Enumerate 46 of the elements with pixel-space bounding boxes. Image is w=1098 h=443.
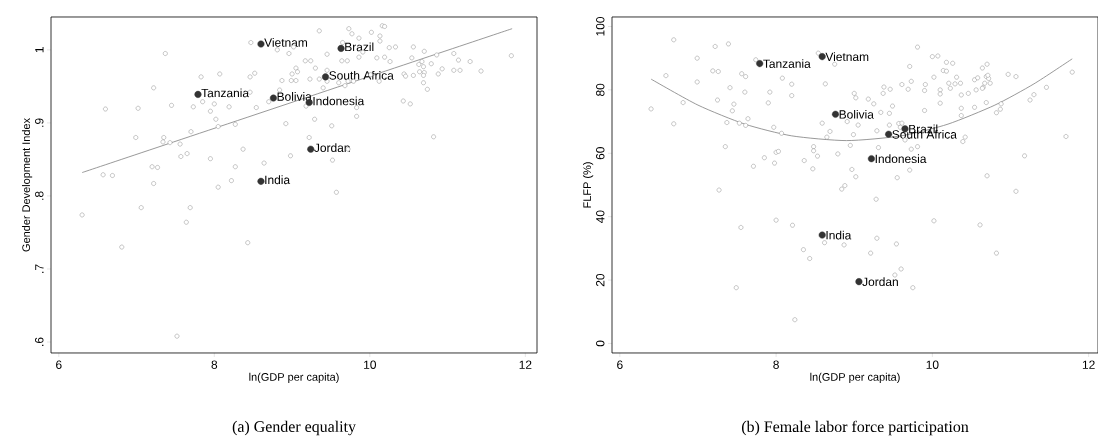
annotation: India bbox=[826, 230, 852, 240]
y-tick-label: 100 bbox=[596, 16, 605, 36]
annotation: Bolivia bbox=[277, 92, 312, 101]
y-tick-label: 0 bbox=[596, 340, 605, 347]
y-tick-label: .8 bbox=[35, 191, 44, 200]
y-axis-title: Gender Development Index bbox=[21, 118, 33, 252]
y-tick-label: 1 bbox=[35, 47, 44, 53]
point bbox=[257, 177, 265, 185]
y-tick-label: .6 bbox=[35, 337, 44, 346]
y-tick-label: 60 bbox=[596, 147, 605, 160]
annotation: South Africa bbox=[329, 70, 394, 80]
annotation: Vietnam bbox=[825, 52, 869, 61]
point bbox=[322, 73, 329, 81]
x-axis-title: ln(GDP per capita) bbox=[810, 372, 900, 384]
annotation: Tanzania bbox=[201, 88, 250, 98]
text: (b) Female labor force participation bbox=[741, 420, 969, 436]
y-axis-title: FLFP (%) bbox=[582, 162, 594, 208]
x-tick-label: 6 bbox=[56, 360, 62, 369]
x-tick-label: 10 bbox=[364, 360, 377, 369]
x-axis-title: ln(GDP per capita) bbox=[249, 372, 339, 384]
y-tick-label: 40 bbox=[596, 210, 605, 224]
point bbox=[831, 110, 839, 118]
annotation: Indonesia bbox=[313, 96, 365, 106]
annotation: Brazil bbox=[345, 42, 374, 52]
y-tick-label: 80 bbox=[596, 83, 605, 97]
point bbox=[867, 155, 875, 163]
x-tick-label: 12 bbox=[1082, 360, 1095, 369]
text: (a) Gender equality bbox=[232, 420, 356, 436]
x-tick-label: 10 bbox=[926, 360, 939, 369]
x-tick-label: 12 bbox=[519, 360, 532, 369]
annotation: Jordan bbox=[862, 277, 898, 287]
point bbox=[337, 44, 345, 52]
x-tick-label: 6 bbox=[617, 360, 623, 369]
annotation: India bbox=[265, 175, 291, 185]
y-tick-label: .7 bbox=[35, 264, 44, 273]
x-tick-label: 8 bbox=[211, 360, 218, 369]
annotation: Bolivia bbox=[839, 109, 874, 119]
annotation: Indonesia bbox=[875, 154, 927, 164]
annotation: Jordan bbox=[314, 143, 350, 152]
x-tick-label: 8 bbox=[773, 360, 779, 369]
annotation: Vietnam bbox=[264, 38, 308, 47]
point bbox=[269, 94, 277, 102]
y-tick-label: 20 bbox=[596, 273, 605, 287]
y-tick-label: .9 bbox=[35, 118, 44, 127]
annotation: Tanzania bbox=[763, 59, 811, 68]
point bbox=[818, 231, 826, 239]
